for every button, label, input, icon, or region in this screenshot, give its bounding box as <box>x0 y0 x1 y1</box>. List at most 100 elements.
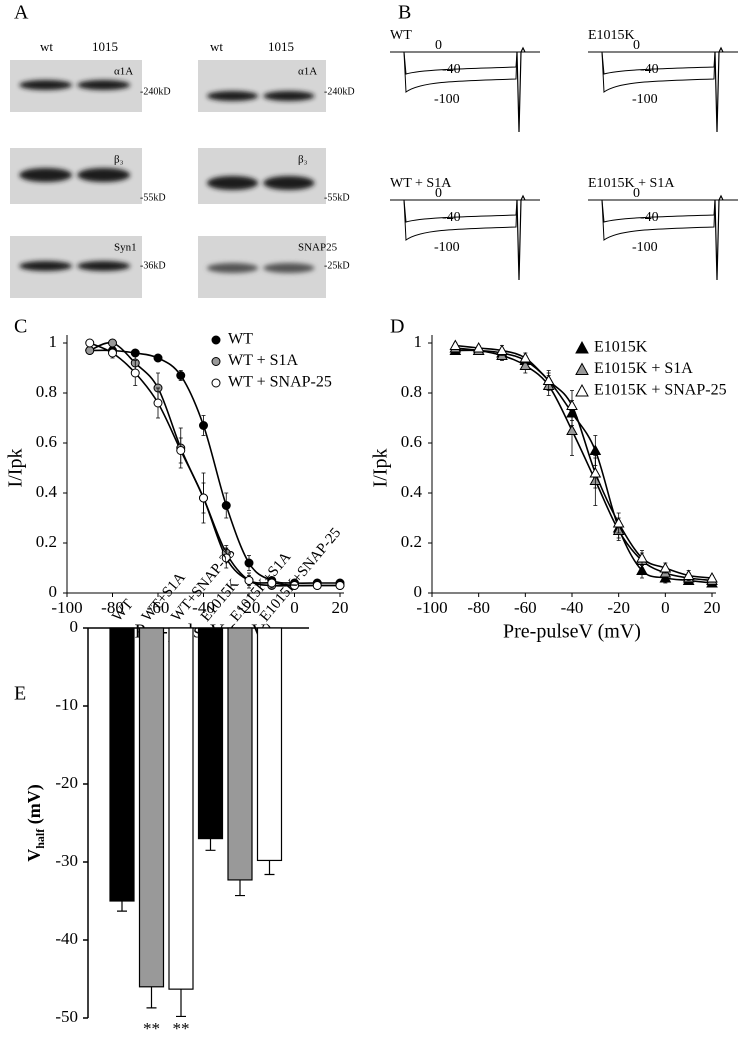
y-axis-label-unit: (mV) <box>24 784 45 828</box>
blot-band <box>77 168 131 182</box>
legend-label: WT <box>228 331 253 348</box>
error-bar <box>117 901 127 912</box>
blot-membrane <box>198 148 326 204</box>
x-tick-label: -60 <box>514 598 537 617</box>
x-tick-label: -100 <box>416 598 447 617</box>
marker-label: -240kD <box>324 86 355 97</box>
lane-label: 1015 <box>268 39 294 54</box>
data-point <box>267 578 277 588</box>
tail-current <box>714 46 724 133</box>
legend-label: E1015K + S1A <box>594 360 693 377</box>
data-point <box>706 571 718 583</box>
y-axis-label-sub: half <box>33 828 47 849</box>
fit-curve <box>455 344 713 579</box>
current-trace <box>403 51 518 75</box>
data-point <box>472 341 485 353</box>
legend-marker <box>575 362 589 375</box>
blot-band <box>206 91 259 101</box>
voltage-label: -40 <box>442 210 461 225</box>
data-point <box>335 581 345 590</box>
marker-label: -55kD <box>140 192 166 203</box>
blot-band <box>206 176 259 190</box>
voltage-label: -100 <box>632 240 658 255</box>
data-point <box>108 348 117 358</box>
data-point <box>199 421 208 430</box>
tail-current <box>516 194 526 281</box>
x-tick-label: -40 <box>561 598 584 617</box>
current-trace <box>601 199 716 241</box>
data-point <box>449 339 462 350</box>
blot-band <box>206 263 259 273</box>
data-point <box>566 424 578 435</box>
trace-title: WT <box>390 28 412 43</box>
data-point <box>636 551 648 563</box>
protein-label: α1A <box>114 66 133 78</box>
marker-label: -25kD <box>324 260 350 271</box>
voltage-label: -40 <box>442 62 461 77</box>
voltage-label: -40 <box>640 210 659 225</box>
error-bar <box>146 986 157 1009</box>
data-point <box>130 368 140 378</box>
y-tick-label: 0.2 <box>401 532 422 551</box>
current-trace <box>601 199 716 223</box>
data-point <box>244 558 254 568</box>
y-tick-label: 0.4 <box>401 482 423 501</box>
current-trace <box>601 51 716 93</box>
panel-label: E <box>14 683 26 705</box>
blot-band <box>19 168 73 182</box>
error-bar <box>205 838 216 851</box>
y-tick-label: -40 <box>55 929 78 948</box>
lane-label: 1015 <box>92 39 118 54</box>
blot-membrane <box>198 60 326 112</box>
voltage-label: -100 <box>632 92 658 107</box>
y-tick-label: -50 <box>55 1007 78 1026</box>
blot-band <box>77 261 131 271</box>
x-tick-label: -80 <box>467 598 490 617</box>
panel-label: D <box>390 316 404 338</box>
blot-band <box>263 263 315 273</box>
trace-title: WT + S1A <box>390 176 452 191</box>
data-point <box>542 374 555 385</box>
current-trace <box>601 51 716 75</box>
legend-label: WT + SNAP-25 <box>228 374 332 391</box>
data-point <box>682 569 695 580</box>
blot-band <box>263 91 315 101</box>
y-tick-label: -30 <box>55 851 78 870</box>
x-tick-label: -100 <box>51 598 82 617</box>
data-point <box>176 446 186 455</box>
data-point <box>221 553 231 563</box>
blot-band <box>77 80 131 90</box>
y-tick-label: 0.6 <box>401 432 422 451</box>
y-axis-label: Vhalf (mV) <box>24 784 47 862</box>
voltage-label: 0 <box>633 38 640 53</box>
x-tick-label: 0 <box>290 598 299 617</box>
data-point <box>153 353 163 363</box>
error-bar <box>264 860 275 876</box>
legend-marker <box>575 340 589 354</box>
current-trace <box>403 51 518 93</box>
data-point <box>290 581 299 590</box>
blot-band <box>19 261 73 271</box>
bar <box>138 627 165 988</box>
y-tick-label: 0.8 <box>36 382 57 401</box>
marker-label: -36kD <box>140 260 166 271</box>
y-tick-label: 1 <box>49 332 58 351</box>
x-tick-label: -80 <box>101 598 124 617</box>
y-axis-label: I/Ipk <box>5 449 27 488</box>
voltage-label: 0 <box>435 186 442 201</box>
bar <box>197 627 224 840</box>
x-tick-label: 20 <box>332 598 349 617</box>
data-point <box>612 516 625 528</box>
y-tick-label: 0.8 <box>401 382 422 401</box>
protein-label: β₃ <box>298 154 308 166</box>
bar <box>109 627 135 902</box>
tail-current <box>714 194 724 281</box>
bar <box>256 627 283 862</box>
significance-mark: ** <box>173 1019 190 1038</box>
data-point <box>85 346 95 355</box>
trace-title: E1015K <box>588 28 635 43</box>
tail-current <box>516 46 526 133</box>
voltage-label: -100 <box>434 92 460 107</box>
y-tick-label: 0 <box>414 582 423 601</box>
x-tick-label: 20 <box>704 598 721 617</box>
